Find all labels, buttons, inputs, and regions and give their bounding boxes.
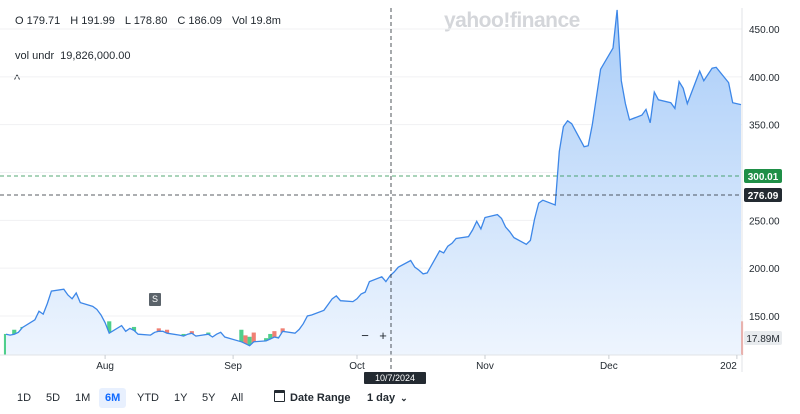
range-5y-button[interactable]: 5Y [202,392,216,404]
zoom-controls: − + [356,328,392,343]
price-area [6,9,741,356]
zoom-out-button[interactable]: − [361,328,369,343]
collapse-legend-icon[interactable]: ^ [14,72,21,87]
x-tick-label: 202 [720,361,737,372]
range-all-button[interactable]: All [231,392,244,404]
crosshair-date-tag [364,372,426,384]
volume-tag-text: 17.89M [746,334,779,345]
volume-value: Vol 19.8m [232,15,281,27]
y-tick-label: 350.00 [749,121,780,132]
crosshair-price-tag-text: 276.09 [748,191,779,202]
x-tick-label: Oct [349,361,365,372]
y-tick-label: 150.00 [749,312,780,323]
date-range-label: Date Range [290,392,351,404]
range-1m-button[interactable]: 1M [75,392,91,404]
signal-marker[interactable]: S [149,293,161,306]
crosshair-price-tag [744,188,782,202]
close-value: C 186.09 [177,15,222,27]
x-tick-label: Nov [476,361,494,372]
y-tick-label: 200.00 [749,264,780,275]
price-line [5,9,742,347]
range-1y-button[interactable]: 1Y [174,392,188,404]
volume-indicator-value: 19,826,000.00 [60,50,131,62]
volume-indicator-label: vol undr [15,50,55,62]
range-1d-button[interactable]: 1D [17,392,32,404]
x-axis-ticks: Aug Sep Oct Nov Dec 202 [96,355,738,372]
yahoo-finance-logo: yahoo!finance [444,9,580,32]
y-tick-label: 400.00 [749,73,780,84]
crosshair-date-tag-text: 10/7/2024 [375,373,415,383]
volume-indicator-readout: vol undr 19,826,000.00 [15,50,137,62]
x-tick-label: Dec [600,361,618,372]
range-ytd-button[interactable]: YTD [137,392,159,404]
calendar-icon [274,390,285,402]
interval-dropdown[interactable]: 1 day ⌄ [367,388,408,408]
current-price-tag [744,169,782,183]
date-range-button[interactable]: Date Range [274,388,351,408]
low-value: L 178.80 [124,15,168,27]
chart-toolbar: 1D 5D 1M 6M YTD 1Y 5Y All Date Range 1 d… [0,384,800,410]
volume-tag [744,331,782,345]
high-value: H 191.99 [70,15,115,27]
chevron-down-icon: ⌄ [400,393,408,403]
x-tick-label: Aug [96,361,114,372]
range-6m-button[interactable]: 6M [99,388,127,408]
interval-label: 1 day [367,392,396,404]
y-tick-label: 450.00 [749,25,780,36]
current-price-tag-text: 300.01 [748,172,779,183]
x-tick-label: Sep [224,361,242,372]
open-value: O 179.71 [15,15,61,27]
range-5d-button[interactable]: 5D [46,392,61,404]
ohlc-readout: O 179.71 H 191.99 L 178.80 C 186.09 Vol 19.8… [15,15,291,27]
zoom-in-button[interactable]: + [379,328,387,343]
y-tick-label: 250.00 [749,216,780,227]
